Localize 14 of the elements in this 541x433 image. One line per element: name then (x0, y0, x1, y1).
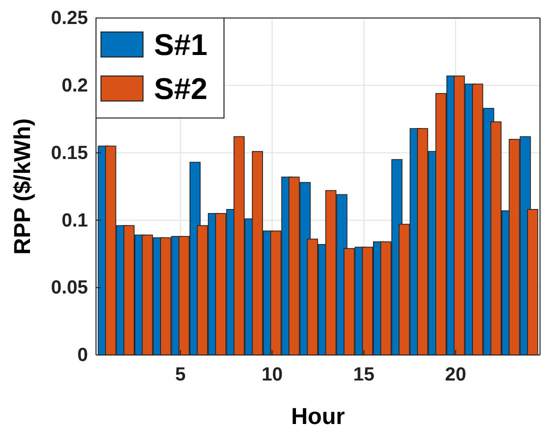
y-tick-label: 0 (77, 345, 88, 366)
x-tick-label: 20 (445, 364, 466, 386)
legend-label: S#1 (154, 29, 208, 62)
x-tick-label: 5 (175, 364, 186, 386)
y-axis-title: RPP ($/kWh) (9, 118, 35, 255)
x-tick-label: 10 (262, 364, 283, 386)
y-tick-label: 0.15 (51, 142, 88, 164)
y-tick-label: 0.05 (51, 278, 88, 299)
x-tick-label: 15 (353, 364, 375, 386)
y-tick-label: 0.2 (62, 75, 88, 96)
x-axis-title: Hour (291, 403, 345, 429)
y-tick-label: 0.1 (62, 210, 88, 232)
y-tick-label: 0.25 (51, 8, 88, 30)
legend-label: S#2 (154, 73, 208, 106)
